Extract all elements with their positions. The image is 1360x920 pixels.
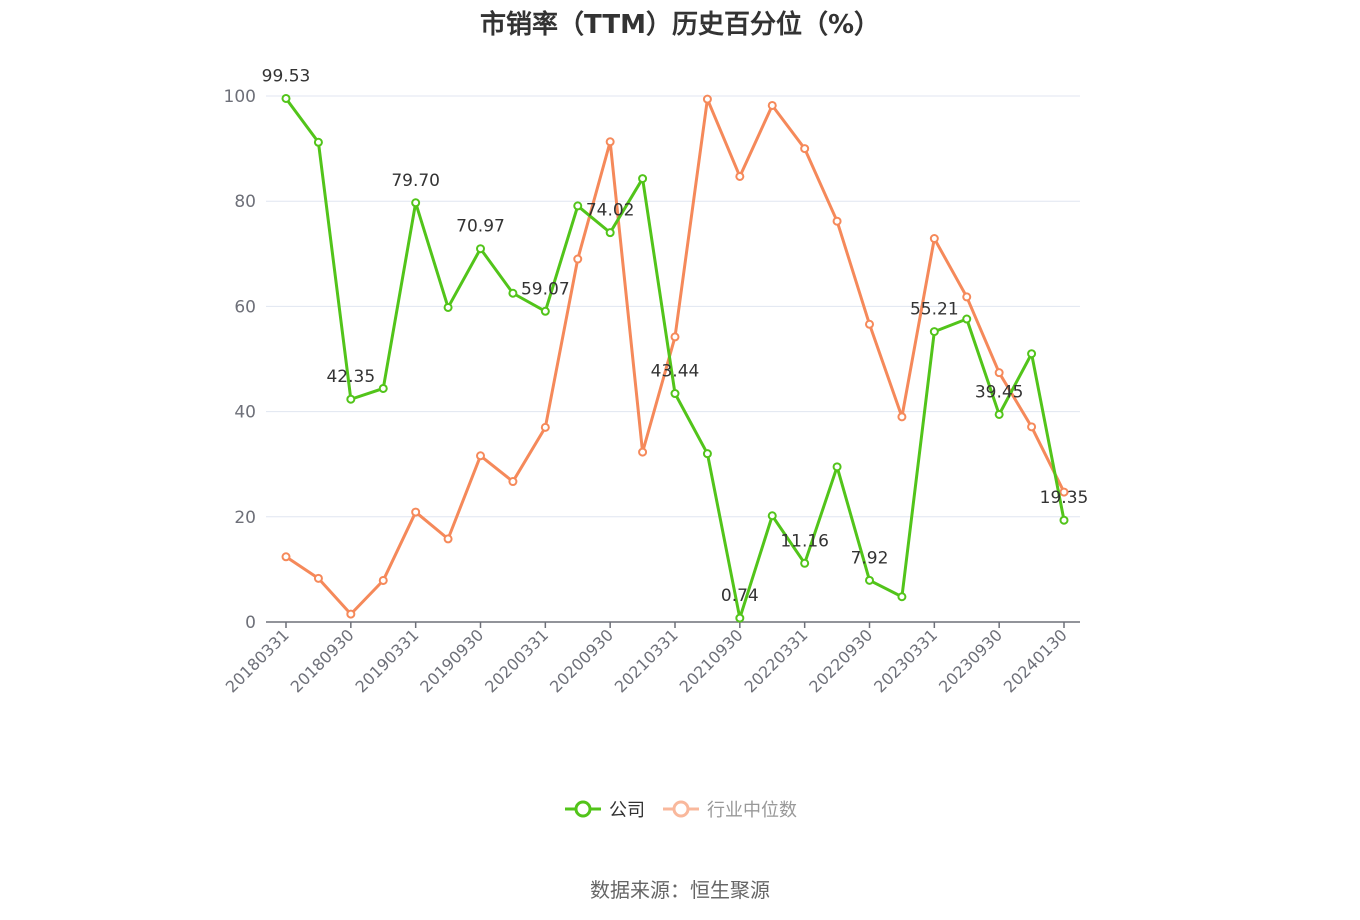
data-point-company [832, 462, 842, 472]
data-point-industry [832, 216, 842, 226]
data-point-company [994, 409, 1004, 419]
series-layer [281, 93, 1069, 623]
y-tick-label: 0 [245, 613, 256, 633]
x-tick-label: 20210930 [676, 625, 747, 696]
data-point-industry [865, 319, 874, 329]
data-label: 19.35 [1040, 488, 1089, 508]
data-point-company [573, 201, 583, 211]
data-label: 99.53 [262, 66, 311, 86]
y-tick-label: 100 [224, 87, 256, 107]
data-point-company [800, 558, 810, 568]
chart-title: 市销率（TTM）历史百分位（%） [480, 10, 880, 40]
data-point-company [962, 314, 972, 324]
data-point-company [411, 198, 421, 208]
data-point-industry [1059, 487, 1069, 497]
data-label: 74.02 [586, 201, 635, 221]
legend-item-company[interactable]: 公司 [563, 796, 645, 822]
legend-industry-icon [663, 800, 699, 818]
data-label: 7.92 [851, 548, 889, 568]
data-point-industry [800, 144, 810, 154]
data-point-industry [346, 609, 356, 619]
data-label: 0.74 [721, 586, 759, 606]
data-point-company [638, 174, 648, 184]
data-point-industry [540, 422, 550, 432]
data-label: 79.70 [391, 171, 440, 191]
data-label: 55.21 [910, 300, 959, 320]
source-note: 数据来源：恒生聚源 [590, 878, 770, 902]
x-tick-label: 20210331 [611, 625, 682, 696]
x-tick-label: 20180930 [287, 625, 358, 696]
data-label: 43.44 [651, 362, 700, 382]
data-label-layer: 99.53 42.35 79.70 70.97 59.07 74.02 43.44 0.74 1… [262, 66, 1089, 606]
data-point-industry [443, 534, 453, 544]
data-point-industry [929, 234, 939, 244]
y-tick-label: 40 [234, 403, 256, 423]
x-tick-label: 20190930 [416, 625, 487, 696]
data-point-industry [605, 137, 615, 147]
data-label: 39.45 [975, 382, 1024, 402]
x-tick-label: 20220331 [740, 625, 811, 696]
data-point-industry [378, 575, 388, 585]
data-point-industry [702, 94, 712, 104]
data-point-company [281, 93, 291, 103]
data-point-company [897, 592, 907, 602]
data-point-industry [573, 254, 583, 264]
data-point-industry [670, 332, 680, 342]
data-point-company [443, 302, 453, 312]
data-point-company [865, 575, 874, 585]
legend-industry-label: 行业中位数 [707, 800, 797, 821]
data-point-industry [411, 507, 421, 517]
x-tick-label: 20220930 [805, 625, 876, 696]
data-point-industry [735, 171, 745, 181]
data-point-company [346, 394, 356, 404]
data-point-industry [767, 100, 777, 110]
data-point-company [313, 137, 323, 147]
x-tick-label: 20180331 [222, 625, 293, 696]
legend-company-label: 公司 [609, 800, 645, 821]
data-label: 59.07 [521, 279, 570, 299]
data-point-company [929, 327, 939, 337]
data-point-industry [962, 292, 972, 302]
data-point-company [735, 613, 745, 623]
data-point-industry [313, 573, 323, 583]
y-tick-label: 80 [234, 192, 256, 212]
legend: 公司 行业中位数 [0, 796, 1360, 822]
line-chart: 0 20 40 60 80 100 2018033120180930201903312019… [222, 66, 1089, 696]
y-tick-label: 20 [234, 508, 256, 528]
data-point-company [1027, 349, 1037, 359]
data-point-company [378, 383, 388, 393]
x-tick-label: 20200930 [546, 625, 617, 696]
x-tick-label: 20230331 [870, 625, 941, 696]
data-label: 42.35 [326, 367, 375, 387]
x-tick-label: 20230930 [935, 625, 1006, 696]
data-point-industry [508, 477, 518, 487]
data-point-company [1059, 515, 1069, 525]
data-point-industry [281, 552, 291, 562]
data-point-industry [1027, 422, 1037, 432]
data-point-company [508, 288, 518, 298]
legend-item-industry[interactable]: 行业中位数 [661, 796, 797, 822]
grid-layer [266, 95, 1080, 518]
x-tick-label: 20190331 [351, 625, 422, 696]
data-point-company [670, 389, 680, 399]
data-label: 70.97 [456, 217, 505, 237]
data-point-industry [476, 451, 485, 461]
data-point-industry [994, 368, 1004, 378]
data-point-company [605, 228, 615, 238]
data-point-company [767, 511, 777, 521]
x-tick-label: 20200331 [481, 625, 552, 696]
data-point-company [540, 306, 550, 316]
data-point-company [702, 449, 712, 459]
data-label: 11.16 [780, 531, 829, 551]
data-point-company [476, 244, 485, 254]
legend-company-icon [565, 800, 601, 818]
data-point-industry [638, 447, 648, 457]
x-tick-label: 20240130 [1000, 625, 1071, 696]
y-tick-label: 60 [234, 297, 256, 317]
data-point-industry [897, 412, 907, 422]
